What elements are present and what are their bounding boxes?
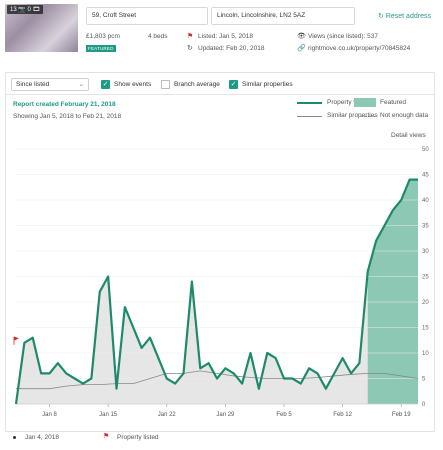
address-field[interactable]: 59, Croft Street	[86, 7, 208, 25]
listed-date: Listed: Jan 5, 2018	[198, 33, 253, 40]
branch-average-checkbox[interactable]	[161, 80, 170, 89]
y-tick-label: 25	[422, 275, 429, 281]
featured-badge: FEATURED	[86, 45, 116, 52]
location-field[interactable]: Lincoln, Lincolnshire, LN2 5AZ	[211, 7, 355, 25]
footer-date: Jan 4, 2018	[25, 434, 59, 441]
y-tick-label: 40	[422, 198, 429, 204]
y-tick-label: 5	[422, 377, 426, 383]
legend-not-enough-swatch	[360, 116, 376, 117]
legend-property-views: Property views	[327, 99, 370, 106]
legend-property-views-swatch	[297, 102, 322, 104]
show-events-checkbox[interactable]: ✓	[101, 80, 110, 89]
x-tick-label: Jan 29	[216, 412, 235, 418]
y-tick-label: 10	[422, 351, 429, 357]
eye-icon: 👁	[297, 33, 306, 40]
footer-event: Property listed	[117, 434, 159, 441]
event-flag-icon	[14, 336, 19, 341]
legend-not-enough-data: Not enough data	[380, 112, 429, 119]
legend-similar-properties: Similar properties	[327, 112, 378, 119]
similar-properties-label: Similar properties	[242, 81, 293, 88]
x-tick-label: Jan 22	[158, 412, 177, 418]
chevron-down-icon: ⌄	[78, 81, 84, 88]
y-tick-label: 0	[422, 402, 426, 408]
y-tick-label: 50	[422, 147, 429, 153]
reset-address-label: Reset address	[385, 13, 431, 20]
y-tick-label: 45	[422, 173, 429, 179]
controls-divider	[5, 94, 435, 95]
link-icon: 🔗	[297, 45, 306, 52]
price: £1,803 pcm	[86, 33, 120, 40]
show-events-label: Show events	[114, 81, 152, 88]
x-tick-label: Feb 5	[276, 412, 292, 418]
flag-icon: ⚑	[103, 433, 110, 440]
range-select[interactable]: Since listed ⌄	[11, 78, 89, 91]
flag-icon: ⚑	[187, 33, 194, 40]
featured-area	[367, 179, 418, 404]
update-icon: ↻	[187, 45, 193, 52]
legend-similar-swatch	[297, 116, 322, 117]
x-tick-label: Jan 15	[99, 412, 118, 418]
report-range: Showing Jan 5, 2018 to Feb 21, 2018	[13, 113, 122, 120]
reset-address-link[interactable]: ↻ Reset address	[378, 12, 431, 20]
updated-date: Updated: Feb 20, 2018	[198, 45, 265, 52]
x-tick-label: Feb 12	[333, 412, 352, 418]
y-tick-label: 15	[422, 326, 429, 332]
legend-featured: Featured	[380, 99, 407, 106]
views-count: Views (since listed): 537	[308, 33, 378, 40]
y-axis-label: Detail views	[391, 132, 426, 139]
beds: 4 beds	[148, 33, 168, 40]
reset-icon: ↻	[378, 13, 384, 20]
x-tick-label: Feb 19	[392, 412, 411, 418]
legend-featured-swatch	[354, 98, 376, 107]
report-created: Report created February 21, 2018	[13, 101, 116, 108]
range-select-value: Since listed	[16, 81, 50, 88]
branch-average-label: Branch average	[174, 81, 220, 88]
photo-count-badge: 13 📷 0 🎞	[7, 5, 44, 14]
views-area	[16, 179, 418, 404]
y-tick-label: 20	[422, 300, 429, 306]
x-tick-label: Jan 8	[42, 412, 57, 418]
listing-url[interactable]: rightmove.co.uk/property/70845824	[308, 45, 411, 52]
y-tick-label: 30	[422, 249, 429, 255]
y-tick-label: 35	[422, 224, 429, 230]
similar-properties-checkbox[interactable]: ✓	[229, 80, 238, 89]
date-dot-icon	[13, 436, 16, 439]
property-views-line	[14, 178, 418, 405]
chart-panel	[5, 72, 435, 432]
